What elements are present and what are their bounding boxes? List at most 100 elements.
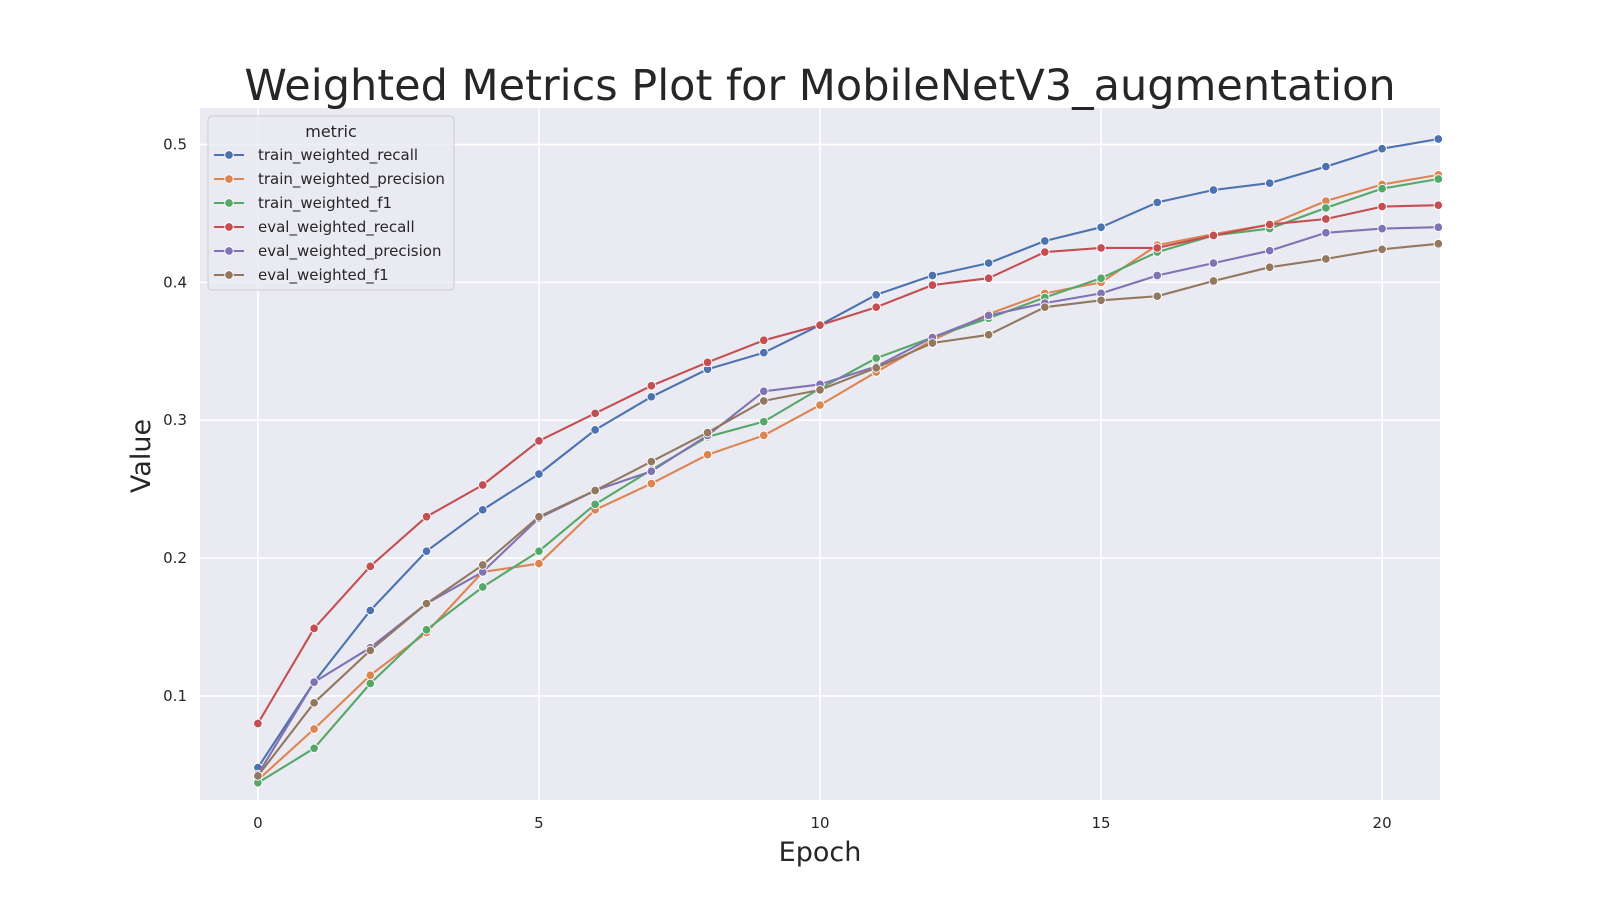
data-point (421, 598, 432, 609)
data-point (759, 396, 769, 406)
data-point (309, 677, 319, 687)
data-point (477, 582, 488, 592)
series-line (257, 177, 1439, 784)
data-point (927, 270, 938, 281)
data-point (421, 625, 432, 635)
data-point (590, 499, 600, 510)
legend-label: train_weighted_precision (258, 170, 445, 189)
data-point (365, 670, 376, 680)
y-tick-label: 0.3 (163, 411, 187, 429)
y-axis-label: Value (126, 419, 157, 493)
data-point (590, 425, 600, 435)
series-eval-weighted-f1 (253, 239, 1444, 781)
x-tick-label: 10 (810, 814, 829, 832)
data-point (1040, 302, 1050, 312)
y-tick-label: 0.4 (163, 273, 187, 291)
x-tick-label: 0 (253, 814, 263, 832)
data-point (1321, 254, 1331, 264)
data-point (1377, 201, 1387, 212)
data-point (759, 416, 769, 427)
data-point (1152, 197, 1163, 208)
data-point (590, 485, 600, 496)
data-point (1264, 262, 1275, 272)
x-tick-label: 20 (1373, 814, 1392, 832)
data-point (1096, 243, 1106, 253)
legend-item: eval_weighted_recall (214, 218, 415, 237)
data-point (1264, 219, 1275, 230)
data-point (1208, 230, 1219, 241)
axis-ticks: 0 5 10 15 20 0.1 0.2 0.3 0.4 0.5 (163, 136, 1392, 832)
data-point (646, 478, 657, 489)
data-point (365, 561, 376, 572)
data-point (534, 546, 544, 556)
data-point (646, 456, 657, 467)
data-point (309, 623, 319, 634)
data-point (1096, 273, 1106, 283)
data-point (759, 335, 769, 346)
series-line (257, 242, 1439, 777)
legend-frame (207, 115, 455, 291)
data-point (477, 560, 488, 570)
data-point (646, 381, 657, 391)
data-point (534, 469, 544, 479)
data-point (927, 280, 938, 290)
data-point (815, 385, 825, 395)
data-point (1377, 143, 1387, 154)
legend-item: eval_weighted_f1 (214, 266, 389, 285)
data-point (759, 430, 769, 441)
legend-item: eval_weighted_precision (214, 242, 441, 261)
series-layer (253, 134, 1444, 788)
data-point (534, 558, 544, 569)
data-point (1264, 178, 1275, 188)
data-point (702, 449, 713, 460)
data-point (927, 338, 938, 348)
legend-marker (224, 222, 234, 232)
data-point (1040, 236, 1050, 246)
grid-lines (200, 108, 1440, 800)
data-point (253, 771, 263, 781)
data-point (1096, 222, 1106, 232)
data-point (646, 392, 657, 402)
series-line (257, 226, 1439, 776)
x-tick-label: 15 (1092, 814, 1111, 832)
data-point (1208, 185, 1219, 195)
legend-marker (224, 174, 234, 184)
data-point (1433, 174, 1444, 184)
data-point (534, 436, 544, 446)
legend-title: metric (305, 122, 357, 141)
data-point (365, 678, 376, 689)
data-point (983, 330, 994, 340)
data-point (365, 645, 376, 656)
data-point (421, 546, 432, 556)
legend-label: train_weighted_f1 (258, 194, 392, 213)
data-point (1321, 203, 1331, 213)
data-point (1152, 270, 1163, 281)
legend-item: train_weighted_recall (214, 146, 418, 165)
data-point (365, 605, 376, 616)
data-point (1377, 244, 1387, 255)
legend-label: eval_weighted_f1 (258, 266, 389, 285)
data-point (1433, 239, 1444, 249)
data-point (590, 408, 600, 419)
data-point (1264, 245, 1275, 256)
legend-label: eval_weighted_precision (258, 242, 441, 261)
data-point (983, 273, 994, 283)
legend-label: eval_weighted_recall (258, 218, 415, 237)
data-point (759, 386, 769, 397)
y-tick-label: 0.1 (163, 687, 187, 705)
series-line (256, 204, 1439, 725)
data-point (1152, 291, 1163, 301)
data-point (1321, 214, 1331, 224)
data-point (1040, 247, 1050, 257)
data-point (871, 290, 881, 300)
legend: metric train_weighted_recall train_weight… (207, 115, 455, 291)
data-point (815, 320, 825, 330)
legend-item: train_weighted_precision (214, 170, 445, 189)
series-eval-weighted-recall (253, 200, 1444, 729)
data-point (1321, 161, 1331, 172)
data-point (1433, 134, 1444, 144)
legend-marker (224, 246, 234, 256)
data-point (983, 310, 994, 321)
data-point (1377, 223, 1387, 234)
data-point (871, 353, 881, 363)
